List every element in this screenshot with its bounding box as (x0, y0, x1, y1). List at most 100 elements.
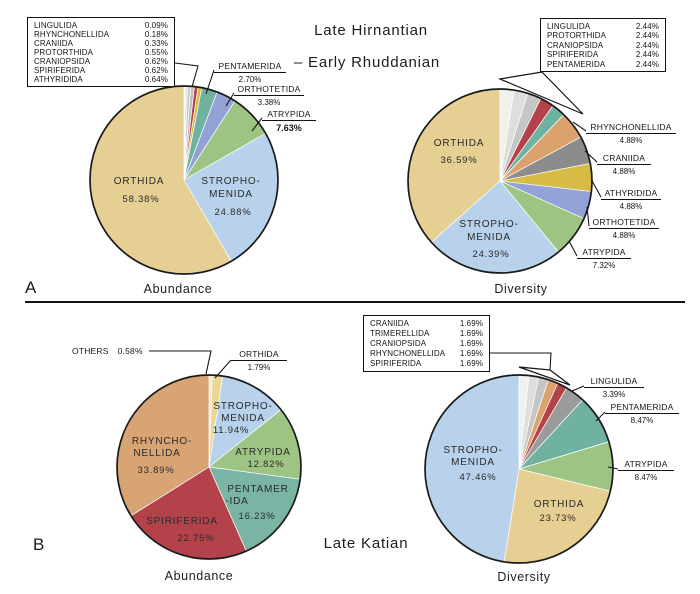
pie-inner-text: 23.73% (539, 513, 577, 524)
pie-inner-text: 16.23% (238, 511, 276, 522)
pie-inner-text: STROPHO- (213, 401, 273, 412)
callout-value: 4.88% (619, 135, 643, 145)
pie-inner-text: 24.88% (214, 207, 252, 218)
pie-inner-text: MENIDA (209, 189, 253, 200)
legend-item-value: 0.55% (144, 48, 168, 57)
legend-item: SPIRIFERIDA 0.62% (34, 66, 168, 75)
leader-line (174, 62, 199, 88)
legend-item: LINGULIDA 0.09% (34, 21, 168, 30)
legend-item-value: 2.44% (635, 59, 659, 69)
pie-inner-text: MENIDA (451, 457, 495, 468)
pie-inner-text: ORTHIDA (113, 176, 165, 187)
callout-value: 3.38% (257, 97, 281, 107)
callout-value: 1.79% (247, 362, 271, 372)
pie-inner-text: ORTHIDA (533, 499, 585, 510)
pie-katian-abundance (116, 374, 302, 560)
pie-outline-hirnantian-abundance (89, 85, 279, 275)
legend-box-hirnantian-abundance: LINGULIDA 0.09% RHYNCHONELLIDA 0.18% CRANIID… (27, 17, 175, 87)
legend-item-value: 1.69% (459, 349, 483, 358)
pie-inner-text: NELLIDA (133, 448, 181, 459)
pie-inner-text: PENTAMER (227, 484, 289, 495)
panel-a-letter: A (25, 278, 37, 297)
pie-inner-text: MENIDA (467, 232, 511, 243)
panel-b-letter: B (33, 535, 45, 554)
legend-item: PROTORTHIDA 2.44% (547, 31, 659, 40)
callout-value: 4.88% (619, 201, 643, 211)
pie-inner-text: ORTHIDA (433, 138, 485, 149)
leader-line (149, 350, 212, 375)
callout-hirnantian-abundance-orthotetida: ORTHOTETIDA 3.38% (234, 84, 304, 107)
callout-value: 0.58% (117, 346, 143, 356)
pie-inner-text: STROPHO- (443, 445, 503, 456)
leader-line (607, 466, 619, 470)
legend-item: SPIRIFERIDA 1.69% (370, 359, 483, 369)
callout-label: PENTAMERIDA (214, 61, 286, 73)
callout-hirnantian-diversity-rhynchonellida: RHYNCHONELLIDA 4.88% (586, 122, 676, 145)
callout-value: 2.70% (238, 74, 262, 84)
callout-label: ORTHOTETIDA (589, 217, 659, 229)
legend-box-katian-diversity: CRANIIDA 1.69% TRIMERELLIDA 1.69% CRANIOPSID… (363, 315, 490, 372)
legend-item-value: 0.18% (144, 30, 168, 39)
pie-inner-text: SPIRIFERIDA (146, 516, 218, 527)
legend-connector-flag (497, 71, 584, 115)
legend-item-label: RHYNCHONELLIDA (34, 30, 110, 39)
pie-inner-text: 22.75% (177, 533, 215, 544)
pie-inner-text: 24.39% (472, 249, 510, 260)
callout-label: ORTHOTETIDA (234, 84, 304, 96)
legend-item-value: 0.62% (144, 57, 168, 66)
callout-hirnantian-diversity-orthotetida: ORTHOTETIDA 4.88% (589, 217, 659, 240)
pie-inner-text: 33.89% (137, 465, 175, 476)
legend-item-label: TRIMERELLIDA (370, 329, 430, 338)
callout-katian-diversity-lingulida: LINGULIDA 3.39% (584, 376, 644, 399)
callout-value: 3.39% (602, 389, 626, 399)
legend-item-value: 1.69% (459, 319, 483, 328)
panel-b-abundance-caption: Abundance (164, 569, 234, 583)
legend-item-label: SPIRIFERIDA (34, 66, 86, 75)
legend-item-value: 1.69% (459, 329, 483, 338)
legend-item-label: CRANIIDA (370, 319, 410, 328)
legend-item-label: SPIRIFERIDA (370, 359, 422, 368)
panel-b-diversity-caption: Diversity (497, 570, 551, 584)
pie-inner-text: STROPHO- (459, 219, 519, 230)
callout-value: 8.47% (634, 472, 658, 482)
panel-b-title: Late Katian (323, 535, 409, 552)
legend-item-value: 1.69% (459, 359, 483, 368)
callout-hirnantian-abundance-atrypida: ATRYPIDA 7.63% (262, 109, 316, 133)
pie-inner-text: 36.59% (440, 155, 478, 166)
callout-label: ATRYPIDA (577, 247, 631, 259)
legend-item-label: ATHYRIDIDA (34, 75, 83, 84)
callout-label: ATRYPIDA (262, 109, 316, 121)
callout-hirnantian-diversity-athyridida: ATHYRIDIDA 4.88% (601, 188, 661, 211)
legend-item: LINGULIDA 2.44% (547, 22, 659, 31)
leader-line (586, 206, 590, 227)
legend-item: CRANIIDA 0.33% (34, 39, 168, 48)
legend-item-label: PENTAMERIDA (547, 59, 606, 69)
leader-line (590, 178, 602, 198)
pie-inner-text: MENIDA (221, 413, 265, 424)
callout-katian-abundance-orthida: ORTHIDA 1.79% (231, 349, 287, 372)
legend-connector-flag (518, 366, 571, 386)
callout-katian-diversity-atrypida: ATRYPIDA 8.47% (618, 459, 674, 482)
legend-box-hirnantian-diversity: LINGULIDA 2.44% PROTORTHIDA 2.44% CRANIOPSID… (540, 18, 666, 73)
legend-item-value: 2.44% (635, 22, 659, 31)
pie-inner-text: 47.46% (459, 472, 497, 483)
legend-item-label: PROTORTHIDA (34, 48, 94, 57)
legend-item-value: 0.64% (144, 75, 168, 84)
legend-item-label: CRANIOPSIDA (34, 57, 91, 66)
leader-line (571, 385, 585, 392)
legend-item-value: 1.69% (459, 339, 483, 348)
panel-divider-line (25, 301, 685, 303)
legend-item: PENTAMERIDA 2.44% (547, 60, 659, 69)
legend-item: TRIMERELLIDA 1.69% (370, 329, 483, 339)
pie-inner-text: STROPHO- (201, 176, 261, 187)
leader-line (214, 359, 232, 379)
callout-hirnantian-diversity-atrypida: ATRYPIDA 7.32% (577, 247, 631, 270)
callout-label: LINGULIDA (584, 376, 644, 388)
callout-katian-abundance-others: OTHERS 0.58% (72, 346, 143, 356)
pie-inner-text: 12.82% (247, 459, 285, 470)
callout-label: ORTHIDA (231, 349, 287, 361)
callout-hirnantian-abundance-pentamerida: PENTAMERIDA 2.70% (214, 61, 286, 84)
leader-line (568, 240, 578, 257)
panel-a-title-line1: Late Hirnantian (314, 22, 428, 39)
